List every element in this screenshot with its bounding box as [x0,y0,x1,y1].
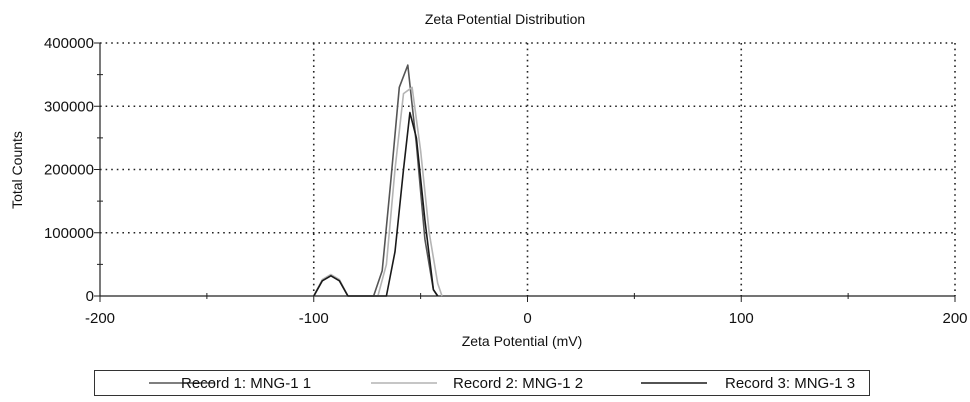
x-tick-label: -100 [299,310,329,327]
series-lines [313,64,443,297]
y-tick-label: 400000 [44,35,94,52]
series-line-1 [313,64,439,297]
legend-label-3: Record 3: MNG-1 3 [725,375,855,392]
y-axis-label: Total Counts [9,131,25,209]
y-tick-label: 300000 [44,98,94,115]
x-tick-label: 200 [942,310,967,327]
legend-entries: Record 1: MNG-1 1 Record 2: MNG-1 2 Record… [149,375,855,392]
legend: Record 1: MNG-1 1 Record 2: MNG-1 2 Record… [94,370,870,396]
x-tick-label: 0 [523,310,531,327]
series-line-3 [313,111,439,297]
y-tick-label: 100000 [44,225,94,242]
x-tick-label: -200 [85,310,115,327]
chart-title: Zeta Potential Distribution [425,11,585,27]
x-tick-label: 100 [729,310,754,327]
axes: 0 100000 200000 300000 400000 -200 -100 0 100 200 [44,35,968,327]
grid-lines [100,42,956,296]
y-tick-label: 200000 [44,162,94,179]
y-tick-label: 0 [86,288,94,305]
legend-label-2: Record 2: MNG-1 2 [453,375,583,392]
legend-label-1: Record 1: MNG-1 1 [181,375,311,392]
series-line-2 [313,86,443,297]
x-axis-label: Zeta Potential (mV) [462,333,583,349]
